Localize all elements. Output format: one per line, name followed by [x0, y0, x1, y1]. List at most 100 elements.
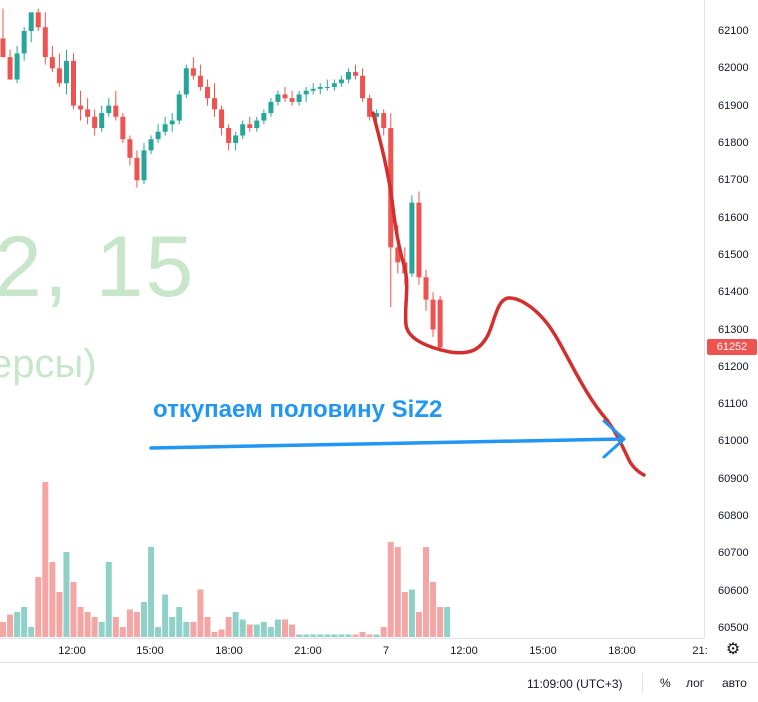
volume-bar	[239, 619, 246, 637]
blue-arrow	[149, 419, 626, 459]
volume-bar	[98, 622, 105, 637]
candle-body	[49, 57, 55, 69]
volume-bar	[148, 547, 155, 637]
volume-bar	[84, 612, 91, 637]
price-tick-label: 60900	[718, 472, 749, 485]
candle-body	[353, 72, 358, 76]
percent-scale-button[interactable]: %	[660, 676, 671, 690]
volume-bar	[14, 612, 21, 637]
price-tick-label: 60600	[718, 584, 749, 597]
volume-bar	[141, 602, 147, 637]
volume-bar	[401, 592, 408, 637]
volume-bar	[169, 617, 176, 637]
candle-body	[106, 105, 112, 114]
price-chart-svg[interactable]	[0, 0, 704, 638]
price-tick-label: 61800	[718, 136, 749, 149]
volume-bar	[105, 562, 112, 637]
volume-bar	[126, 609, 133, 637]
candle-body	[233, 135, 239, 143]
candle-body	[324, 86, 330, 88]
annotation-text: откупаем половину SiZ2	[153, 396, 443, 423]
candle-body	[92, 116, 98, 129]
candle-body	[360, 75, 366, 99]
time-tick-label: 15:00	[529, 645, 557, 657]
volume-bar	[204, 617, 211, 637]
volume-bar	[119, 627, 126, 637]
candle-body	[345, 72, 351, 80]
candle-body	[381, 113, 387, 129]
volume-bar	[282, 619, 288, 637]
candle-body	[155, 131, 161, 140]
volume-bar	[352, 634, 359, 637]
volume-bars	[0, 482, 451, 637]
chart-pane[interactable]: 2, 15 ерсы) откупаем половину SiZ2	[0, 0, 704, 638]
auto-scale-button[interactable]: авто	[722, 676, 747, 690]
candle-body	[127, 139, 133, 158]
log-scale-button[interactable]: лог	[686, 676, 705, 690]
time-tick-label: 21:00	[294, 645, 322, 657]
candle-body	[169, 120, 175, 125]
volume-bar	[63, 552, 70, 637]
volume-bar	[415, 612, 422, 637]
gear-icon[interactable]: ⚙	[725, 641, 741, 658]
time-tick-label: 18:00	[608, 645, 636, 657]
candle-body	[141, 150, 147, 181]
candle-body	[21, 31, 27, 54]
candle-body	[254, 120, 260, 129]
watermark-symbol: 2, 15	[0, 219, 196, 315]
volume-bar	[338, 634, 345, 637]
price-tick-label: 60700	[718, 547, 749, 560]
candle-body	[303, 90, 309, 95]
candle-body	[409, 202, 415, 274]
candle-body	[247, 124, 253, 129]
candle-body	[134, 157, 140, 181]
time-scale[interactable]: 12:00 15:00 18:00 21:00 7 12:00 15:00 18:00 21:	[0, 638, 708, 663]
candle-body	[367, 98, 373, 117]
bottom-toolbar: 11:09:00 (UTC+3) % лог авто	[0, 662, 758, 702]
candle-body	[226, 128, 232, 143]
time-tick-label: 18:00	[215, 645, 243, 657]
candle-body	[317, 86, 323, 89]
volume-bar	[42, 482, 49, 637]
price-tick-label: 61300	[718, 323, 749, 336]
candle-body	[310, 88, 316, 91]
clock-timezone[interactable]: 11:09:00 (UTC+3)	[527, 677, 623, 691]
volume-bar	[225, 617, 232, 637]
volume-bar	[7, 614, 14, 637]
candle-body	[35, 12, 41, 28]
last-price-badge: 61252	[707, 339, 757, 356]
candle-body	[423, 277, 429, 300]
candle-body	[437, 299, 443, 348]
volume-bar	[91, 617, 98, 637]
volume-bar	[345, 634, 352, 637]
volume-bar	[430, 582, 437, 637]
volume-bar	[49, 562, 56, 637]
volume-bar	[232, 612, 239, 637]
price-scale[interactable]: 62100 62000 61900 61800 61700 61600 61500 61400…	[704, 0, 758, 638]
price-tick-label: 61000	[718, 435, 749, 448]
candle-body	[395, 247, 401, 263]
volume-bar	[77, 607, 84, 637]
time-tick-label: 7	[382, 645, 390, 657]
volume-bar	[70, 582, 77, 637]
candle-body	[148, 139, 154, 151]
volume-bar	[444, 607, 451, 637]
candle-body	[162, 124, 168, 132]
volume-bar	[380, 627, 387, 637]
time-tick-label: 12:00	[58, 645, 86, 657]
volume-bar	[162, 594, 169, 637]
volume-bar	[246, 624, 253, 637]
candle-body	[219, 109, 225, 129]
candle-body	[268, 101, 274, 114]
volume-bar	[253, 624, 260, 637]
volume-bar	[296, 634, 303, 637]
volume-bar	[408, 589, 415, 637]
watermark-description: ерсы)	[0, 342, 97, 386]
candle-body	[261, 113, 267, 121]
price-tick-label: 61500	[718, 248, 749, 261]
volume-bar	[394, 547, 401, 637]
candle-body	[56, 68, 62, 84]
candle-body	[78, 105, 84, 110]
volume-bar	[260, 622, 267, 637]
candle-body	[85, 109, 91, 117]
